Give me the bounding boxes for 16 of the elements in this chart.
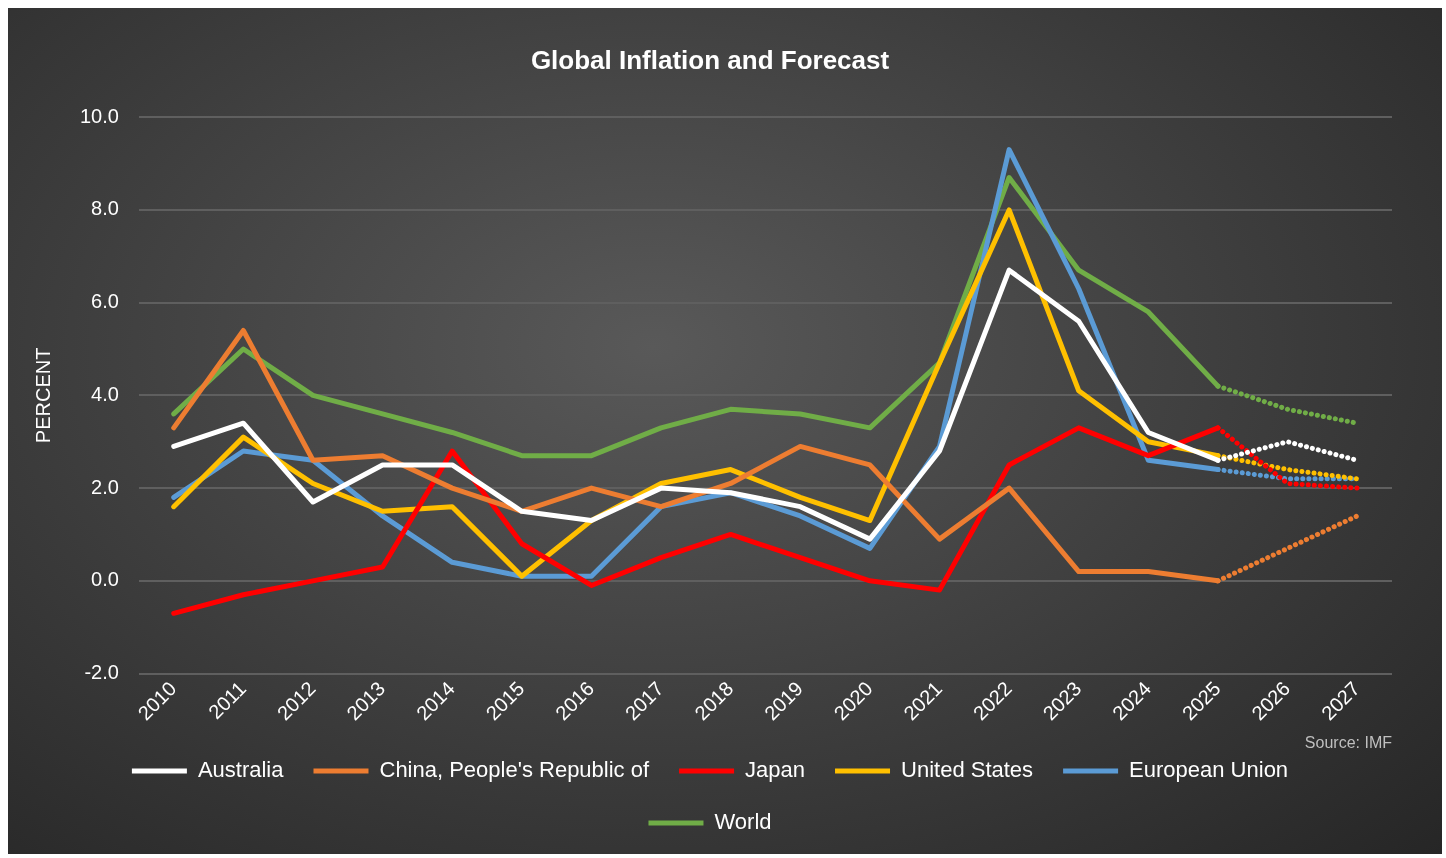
y-axis-title: PERCENT [31,347,54,444]
y-tick-label: 10.0 [79,104,119,127]
source-note: Source: IMF [1304,734,1393,752]
y-tick-label: 6.0 [91,290,119,313]
chart-title: Global Inflation and Forecast [530,44,890,75]
legend-label: World [714,809,772,835]
legend-label: China, People's Republic of [379,757,650,783]
y-tick-label: 4.0 [91,382,119,405]
y-tick-label: 8.0 [91,197,119,220]
legend-label: European Union [1129,757,1289,783]
legend-label: Japan [745,757,806,783]
y-tick-label: -2.0 [84,661,119,684]
y-tick-label: 0.0 [91,568,119,591]
y-tick-label: 2.0 [91,475,119,498]
legend-label: United States [901,757,1034,783]
legend-label: Australia [197,757,285,783]
